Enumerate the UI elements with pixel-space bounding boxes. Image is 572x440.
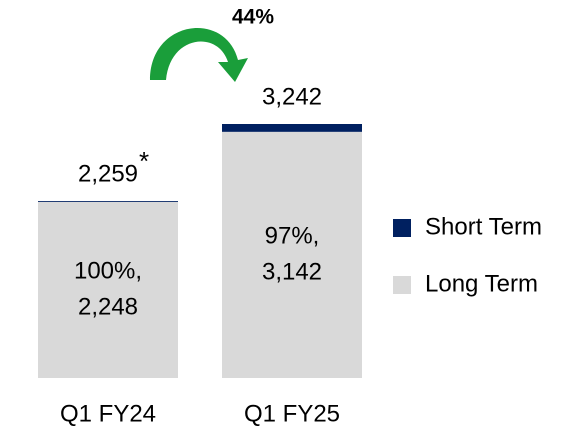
footnote-mark: * — [139, 146, 149, 176]
share-label: 97%, — [265, 222, 320, 249]
legend-label: Short Term — [425, 213, 542, 240]
x-tick-label: Q1 FY25 — [244, 400, 340, 427]
value-label: 3,142 — [262, 258, 322, 285]
legend-swatch — [393, 276, 411, 294]
total-label: 2,259 — [78, 160, 138, 187]
value-label: 2,248 — [78, 293, 138, 320]
share-label: 100%, — [74, 257, 142, 284]
total-label: 3,242 — [262, 83, 322, 110]
bar-segment — [222, 124, 362, 132]
legend-label: Long Term — [425, 270, 538, 297]
bar-segment — [38, 201, 178, 378]
growth-arrow — [150, 27, 248, 82]
x-tick-label: Q1 FY24 — [60, 400, 156, 427]
legend-swatch — [393, 219, 411, 237]
bar-segment — [38, 201, 178, 202]
growth-label: 44% — [232, 6, 274, 29]
bar-segment — [222, 131, 362, 378]
